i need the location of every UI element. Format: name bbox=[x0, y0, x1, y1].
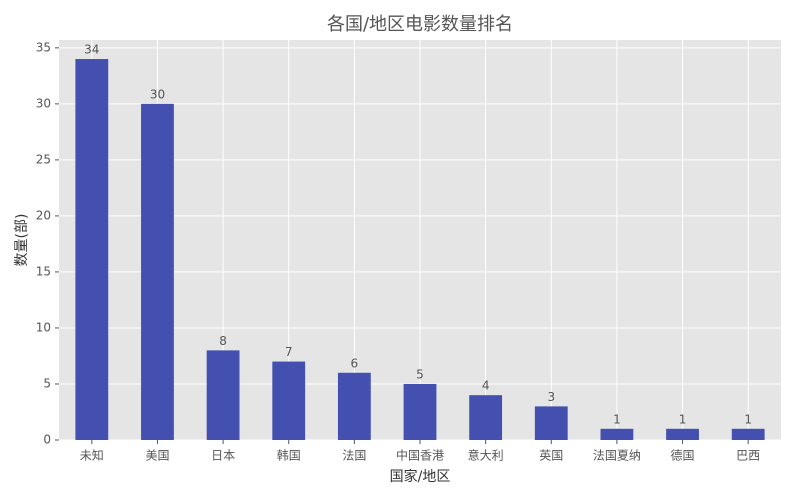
data-label: 3 bbox=[547, 390, 555, 404]
data-label: 8 bbox=[219, 334, 227, 348]
bar bbox=[469, 395, 503, 440]
data-label: 30 bbox=[150, 87, 165, 101]
x-tick-label: 中国香港 bbox=[396, 448, 444, 463]
x-tick-label: 巴西 bbox=[736, 449, 760, 463]
x-axis-label: 国家/地区 bbox=[390, 468, 451, 485]
data-label: 7 bbox=[285, 345, 293, 359]
bar bbox=[534, 406, 568, 440]
x-tick-label: 意大利 bbox=[468, 448, 504, 463]
y-tick-label: 15 bbox=[36, 264, 51, 278]
x-tick-label: 英国 bbox=[539, 449, 563, 463]
x-tick-label: 德国 bbox=[671, 448, 695, 463]
bar bbox=[141, 103, 174, 441]
y-tick-label: 0 bbox=[43, 433, 51, 447]
bar bbox=[206, 350, 240, 440]
y-tick-label: 30 bbox=[36, 96, 51, 110]
x-tick-label: 法国夏纳 bbox=[593, 449, 641, 463]
x-tick-label: 法国 bbox=[342, 449, 366, 463]
bar bbox=[731, 428, 765, 440]
data-label: 6 bbox=[351, 356, 359, 370]
chart-title: 各国/地区电影数量排名 bbox=[327, 14, 513, 35]
bar bbox=[75, 59, 109, 441]
bar bbox=[272, 361, 306, 440]
x-tick-label: 日本 bbox=[211, 449, 235, 463]
data-label: 1 bbox=[679, 412, 687, 426]
y-tick-label: 5 bbox=[43, 376, 51, 390]
data-label: 34 bbox=[84, 43, 99, 57]
x-tick-label: 美国 bbox=[145, 449, 169, 463]
bar bbox=[337, 372, 371, 440]
x-tick-label: 未知 bbox=[80, 449, 104, 463]
bar bbox=[666, 428, 699, 440]
y-tick-label: 25 bbox=[36, 152, 51, 166]
y-axis-label: 数量(部) bbox=[14, 214, 30, 267]
y-tick-label: 35 bbox=[36, 40, 51, 54]
y-tick-label: 10 bbox=[36, 320, 51, 334]
data-label: 1 bbox=[744, 412, 752, 426]
y-tick-label: 20 bbox=[36, 208, 51, 222]
bar bbox=[600, 428, 634, 440]
data-label: 1 bbox=[613, 412, 621, 426]
data-label: 5 bbox=[416, 367, 424, 381]
x-tick-label: 韩国 bbox=[277, 448, 301, 463]
bar bbox=[403, 383, 437, 440]
data-label: 4 bbox=[482, 379, 490, 393]
